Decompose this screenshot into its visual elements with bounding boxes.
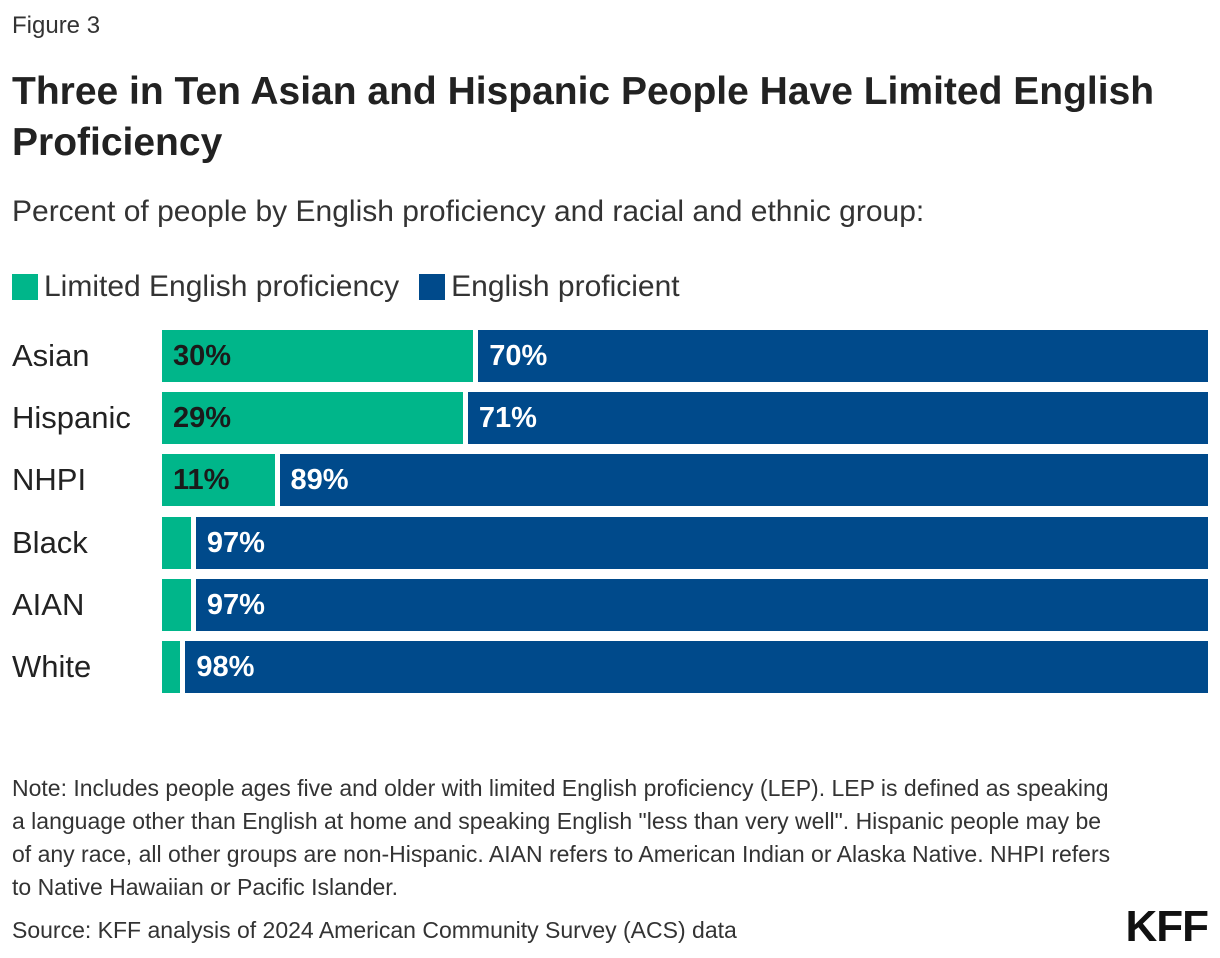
category-label-aian: AIAN (12, 587, 85, 622)
bar-black-limited-english-proficiency (162, 517, 191, 569)
kff-logo: KFF (1125, 902, 1209, 951)
bar-aian-limited-english-proficiency (162, 579, 191, 631)
data-label-nhpi-limited-english-proficiency: 11% (173, 464, 230, 496)
legend-swatch-proficient (419, 274, 446, 300)
chart-subtitle: Percent of people by English proficiency… (12, 195, 925, 228)
bar-hispanic-limited-english-proficiency (162, 392, 463, 444)
bar-asian-english-proficient (478, 330, 1208, 382)
category-label-asian: Asian (12, 338, 90, 373)
legend-label-proficient: English proficient (451, 270, 680, 303)
chart-note: Note: Includes people ages five and olde… (12, 775, 1111, 900)
bar-black-english-proficient (195, 517, 1208, 569)
bar-white-limited-english-proficiency (162, 641, 181, 693)
chart-source: Source: KFF analysis of 2024 American Co… (12, 917, 737, 943)
category-label-hispanic: Hispanic (12, 400, 131, 435)
bar-hispanic-english-proficient (467, 392, 1208, 444)
data-label-asian-limited-english-proficiency: 30% (173, 340, 232, 372)
data-label-hispanic-english-proficient: 71% (478, 402, 537, 434)
bar-aian-english-proficient (195, 579, 1208, 631)
bar-asian-limited-english-proficiency (162, 330, 474, 382)
data-label-asian-english-proficient: 70% (489, 340, 548, 372)
legend-item-proficient: English proficient (419, 267, 680, 307)
bar-nhpi-english-proficient (279, 454, 1208, 506)
bar-white-english-proficient (185, 641, 1208, 693)
bar-nhpi-limited-english-proficiency (162, 454, 275, 506)
legend-item-limited: Limited English proficiency (12, 267, 399, 307)
chart-title: Three in Ten Asian and Hispanic People H… (12, 70, 1155, 164)
category-label-black: Black (12, 525, 88, 560)
data-label-hispanic-limited-english-proficiency: 29% (173, 402, 232, 434)
legend-label-limited: Limited English proficiency (44, 270, 400, 303)
category-label-white: White (12, 649, 92, 684)
data-label-nhpi-english-proficient: 89% (290, 464, 349, 496)
legend: Limited English proficiency English prof… (12, 266, 700, 308)
stacked-bar-chart: Asian 30% 70% Hispanic 29% 71% NHPI 11% 89% Black… (0, 330, 1220, 704)
data-label-aian-english-proficient: 97% (206, 589, 265, 621)
figure-label: Figure 3 (12, 12, 101, 39)
category-label-nhpi: NHPI (12, 462, 87, 497)
data-label-black-english-proficient: 97% (206, 527, 265, 559)
data-label-white-english-proficient: 98% (196, 651, 255, 683)
legend-swatch-limited (12, 274, 38, 300)
